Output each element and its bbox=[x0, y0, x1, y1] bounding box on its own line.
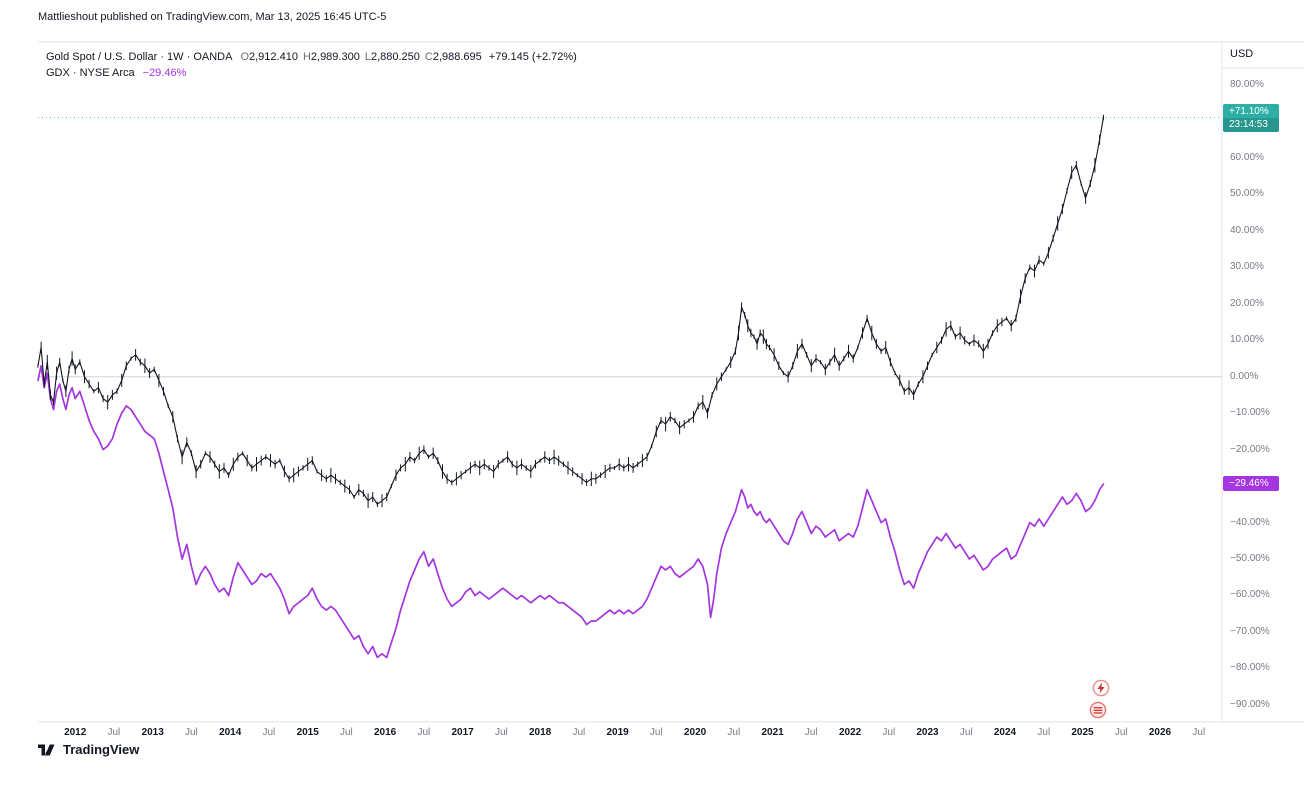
price-tick-label: 30.00% bbox=[1230, 261, 1264, 273]
time-axis-label: Jul bbox=[649, 727, 663, 738]
time-axis-label: 2020 bbox=[683, 727, 707, 738]
time-axis-label: 2014 bbox=[219, 727, 242, 738]
time-axis-label: 2018 bbox=[528, 727, 552, 738]
time-axis-label: 2025 bbox=[1071, 727, 1094, 738]
time-axis-label: Jul bbox=[1192, 727, 1206, 738]
attribution-text: Mattlieshout published on TradingView.co… bbox=[38, 11, 387, 23]
ohlc-close-label: C bbox=[424, 51, 433, 63]
time-axis-label: Jul bbox=[107, 727, 121, 738]
time-axis-label: 2021 bbox=[761, 727, 784, 738]
time-axis-label: Jul bbox=[882, 727, 896, 738]
time-axis-label: Jul bbox=[959, 727, 973, 738]
series-gold bbox=[37, 116, 1104, 505]
time-axis-label: 2012 bbox=[64, 727, 87, 738]
tradingview-logo[interactable]: TradingView bbox=[38, 742, 139, 757]
ohlc-open-value: 2,912.410 bbox=[249, 51, 298, 63]
price-tick-label: −50.00% bbox=[1230, 553, 1270, 565]
ohlc-close-value: 2,988.695 bbox=[432, 51, 482, 63]
reactions-icon[interactable] bbox=[1089, 701, 1107, 719]
time-axis-label: Jul bbox=[184, 727, 198, 738]
series-gold-bars bbox=[37, 114, 1104, 508]
price-tick-label: 50.00% bbox=[1230, 188, 1264, 200]
ohlc-high-value: 2,989.300 bbox=[310, 51, 360, 63]
price-tick-label: −10.00% bbox=[1230, 407, 1270, 419]
time-axis-label: 2023 bbox=[916, 727, 939, 738]
time-axis-label: 2016 bbox=[373, 727, 397, 738]
ohlc-high-label: H bbox=[302, 51, 311, 63]
time-axis-label: 2017 bbox=[451, 727, 474, 738]
price-tick-label: −80.00% bbox=[1230, 662, 1270, 674]
change-value: +79.145 (+2.72%) bbox=[488, 51, 577, 63]
time-axis-label: 2022 bbox=[838, 727, 862, 738]
time-axis-label: 2024 bbox=[993, 727, 1017, 738]
legend-compare-row: GDX · NYSE Arca −29.46% bbox=[46, 65, 577, 81]
time-axis-label: Jul bbox=[1037, 727, 1051, 738]
time-axis-label: Jul bbox=[804, 727, 818, 738]
time-axis-label: Jul bbox=[572, 727, 586, 738]
last-price-label-gold: +71.10% 23:14:53 bbox=[1223, 104, 1279, 133]
price-tick-label: 0.00% bbox=[1230, 370, 1259, 382]
last-price-value: +71.10% bbox=[1229, 106, 1269, 118]
legend: Gold Spot / U.S. Dollar · 1W · OANDA O2,… bbox=[46, 49, 577, 81]
time-axis-label: 2019 bbox=[606, 727, 629, 738]
price-tick-label: 40.00% bbox=[1230, 224, 1264, 236]
ohlc-open: O2,912.410 bbox=[240, 49, 298, 65]
time-axis-label: Jul bbox=[339, 727, 353, 738]
price-tick-label: −20.00% bbox=[1230, 443, 1270, 455]
last-price-label-gdx: −29.46% bbox=[1223, 476, 1279, 492]
price-tick-label: 60.00% bbox=[1230, 151, 1264, 163]
time-axis-label: Jul bbox=[727, 727, 741, 738]
lightning-boost-icon[interactable] bbox=[1092, 679, 1110, 697]
ohlc-open-label: O bbox=[240, 51, 249, 63]
bar-close-countdown: 23:14:53 bbox=[1223, 118, 1279, 133]
ohlc-low-label: L bbox=[364, 51, 371, 63]
price-tick-label: −70.00% bbox=[1230, 625, 1270, 637]
time-axis-label: 2026 bbox=[1148, 727, 1172, 738]
time-axis-label: Jul bbox=[417, 727, 431, 738]
time-axis-label: Jul bbox=[262, 727, 276, 738]
ohlc-low-value: 2,880.250 bbox=[370, 51, 420, 63]
time-axis-label: 2013 bbox=[141, 727, 164, 738]
tradingview-logo-icon bbox=[38, 744, 55, 755]
symbol-title[interactable]: Gold Spot / U.S. Dollar · 1W · OANDA bbox=[46, 51, 233, 63]
legend-main-row: Gold Spot / U.S. Dollar · 1W · OANDA O2,… bbox=[46, 49, 577, 65]
price-tick-label: −90.00% bbox=[1230, 698, 1270, 710]
price-scale-currency[interactable]: USD bbox=[1230, 48, 1254, 60]
price-tick-label: −60.00% bbox=[1230, 589, 1270, 601]
ohlc-low: L2,880.250 bbox=[365, 49, 420, 65]
ohlc-close: C2,988.695 bbox=[425, 49, 482, 65]
price-tick-label: 20.00% bbox=[1230, 297, 1264, 309]
compare-symbol-title[interactable]: GDX · NYSE Arca bbox=[46, 67, 135, 79]
compare-change-value: −29.46% bbox=[142, 67, 187, 79]
time-axis-label: 2015 bbox=[296, 727, 319, 738]
tradingview-logo-text: TradingView bbox=[63, 742, 140, 757]
series-gdx bbox=[37, 364, 1105, 659]
price-tick-label: −40.00% bbox=[1230, 516, 1270, 528]
price-tick-label: 80.00% bbox=[1230, 79, 1264, 91]
ohlc-high: H2,989.300 bbox=[303, 49, 360, 65]
time-axis-label: Jul bbox=[494, 727, 508, 738]
price-tick-label: 10.00% bbox=[1230, 334, 1264, 346]
time-axis-label: Jul bbox=[1114, 727, 1128, 738]
